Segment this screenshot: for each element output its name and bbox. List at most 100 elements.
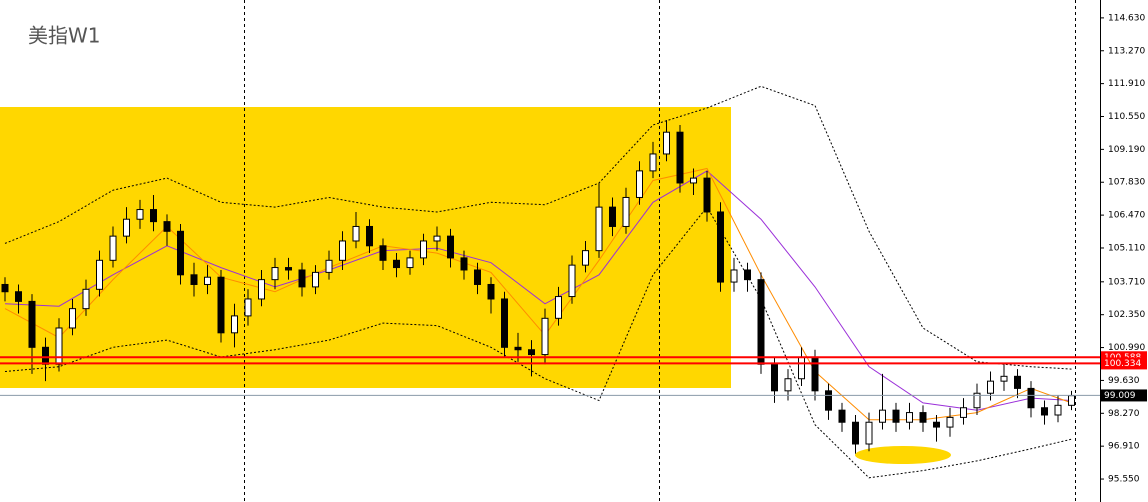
candle-body bbox=[595, 206, 603, 252]
candle-body bbox=[717, 211, 724, 283]
candle-body bbox=[690, 177, 697, 184]
highlight-ellipse bbox=[855, 446, 951, 464]
candle-body bbox=[879, 409, 886, 423]
y-tick-label: 100.990 bbox=[1108, 343, 1145, 353]
price-label: 99.009 bbox=[1104, 391, 1136, 401]
candle-body bbox=[973, 392, 981, 409]
candle-body bbox=[474, 269, 481, 285]
candle-body bbox=[946, 416, 954, 428]
candle-body bbox=[285, 267, 292, 271]
candle-body bbox=[366, 225, 373, 247]
candle-body bbox=[163, 221, 171, 232]
candle-body bbox=[852, 421, 859, 445]
chart-title: 美指W1 bbox=[28, 24, 101, 48]
highlight-zone bbox=[0, 107, 731, 388]
candle-body bbox=[676, 131, 684, 184]
candle-body bbox=[541, 317, 549, 356]
candle-body bbox=[501, 298, 508, 348]
candle-body bbox=[1014, 375, 1021, 389]
candle-body bbox=[352, 225, 360, 242]
candle-body bbox=[811, 356, 819, 392]
candle-body bbox=[177, 230, 184, 276]
y-tick-label: 114.630 bbox=[1108, 13, 1145, 23]
candle-body bbox=[1, 283, 9, 293]
y-tick-label: 109.190 bbox=[1108, 145, 1145, 155]
candle-body bbox=[339, 240, 346, 261]
candle-body bbox=[825, 390, 832, 411]
candle-body bbox=[649, 153, 657, 172]
y-tick-label: 106.470 bbox=[1108, 211, 1145, 221]
candle-body bbox=[393, 259, 400, 269]
price-label-box bbox=[1101, 389, 1147, 402]
candle-body bbox=[838, 409, 846, 423]
candle-body bbox=[703, 177, 711, 213]
candle-body bbox=[298, 269, 306, 288]
candle-body bbox=[784, 378, 792, 392]
candle-body bbox=[892, 409, 900, 423]
candle-body bbox=[798, 356, 805, 380]
candle-body bbox=[379, 245, 387, 261]
candle-body bbox=[528, 349, 535, 356]
candle-body bbox=[55, 327, 63, 365]
candle-body bbox=[231, 315, 238, 334]
candle-body bbox=[744, 269, 751, 281]
candle-body bbox=[460, 257, 468, 271]
candle-body bbox=[865, 421, 873, 445]
candle-body bbox=[960, 407, 967, 418]
candle-body bbox=[96, 259, 103, 290]
y-tick-label: 107.830 bbox=[1108, 178, 1145, 188]
candle-body bbox=[190, 274, 198, 285]
candle-body bbox=[582, 250, 589, 266]
y-tick-label: 111.910 bbox=[1108, 79, 1145, 89]
candle-body bbox=[514, 346, 522, 351]
indicator-line bbox=[4, 170, 1072, 411]
candle-body bbox=[933, 421, 940, 428]
y-tick-label: 110.550 bbox=[1108, 112, 1145, 122]
candle-body bbox=[123, 218, 130, 237]
candle-body bbox=[109, 235, 117, 261]
price-label: 100.334 bbox=[1104, 359, 1141, 369]
y-tick-label: 96.910 bbox=[1108, 442, 1140, 452]
candle-body bbox=[1041, 407, 1048, 416]
price-label-box bbox=[1101, 357, 1147, 370]
candle-body bbox=[1054, 404, 1062, 416]
y-tick-label: 95.550 bbox=[1108, 475, 1140, 485]
candle-body bbox=[1068, 395, 1075, 406]
y-tick-label: 105.110 bbox=[1108, 243, 1145, 253]
candle-body bbox=[15, 291, 22, 302]
candle-body bbox=[150, 209, 157, 223]
candle-body bbox=[1000, 375, 1008, 382]
candle-body bbox=[906, 412, 913, 423]
candle-body bbox=[217, 276, 225, 334]
candle-body bbox=[622, 196, 630, 227]
y-tick-label: 98.270 bbox=[1108, 409, 1140, 419]
candle-body bbox=[325, 259, 333, 273]
candle-body bbox=[420, 240, 427, 259]
candle-body bbox=[136, 209, 144, 220]
candle-body bbox=[447, 235, 454, 259]
candle-body bbox=[69, 308, 76, 329]
candle-body bbox=[568, 264, 576, 298]
candle-body bbox=[258, 279, 265, 300]
candle-body bbox=[312, 271, 319, 288]
candle-body bbox=[919, 412, 927, 423]
y-tick-label: 102.350 bbox=[1108, 310, 1145, 320]
candle-body bbox=[609, 206, 616, 227]
candle-body bbox=[28, 300, 36, 348]
indicator-line bbox=[4, 206, 1072, 479]
candle-body bbox=[771, 363, 778, 392]
candle-body bbox=[42, 346, 49, 365]
candle-body bbox=[204, 276, 211, 285]
candle-body bbox=[987, 380, 994, 394]
candle-body bbox=[555, 296, 562, 319]
candle-body bbox=[271, 267, 279, 281]
candle-body bbox=[1027, 387, 1035, 409]
candle-body bbox=[433, 235, 441, 242]
candle-body bbox=[730, 269, 738, 283]
candle-body bbox=[82, 288, 90, 310]
candle-body bbox=[487, 283, 495, 300]
candle-body bbox=[244, 298, 252, 317]
candle-body bbox=[663, 131, 670, 155]
candle-body bbox=[406, 257, 414, 269]
